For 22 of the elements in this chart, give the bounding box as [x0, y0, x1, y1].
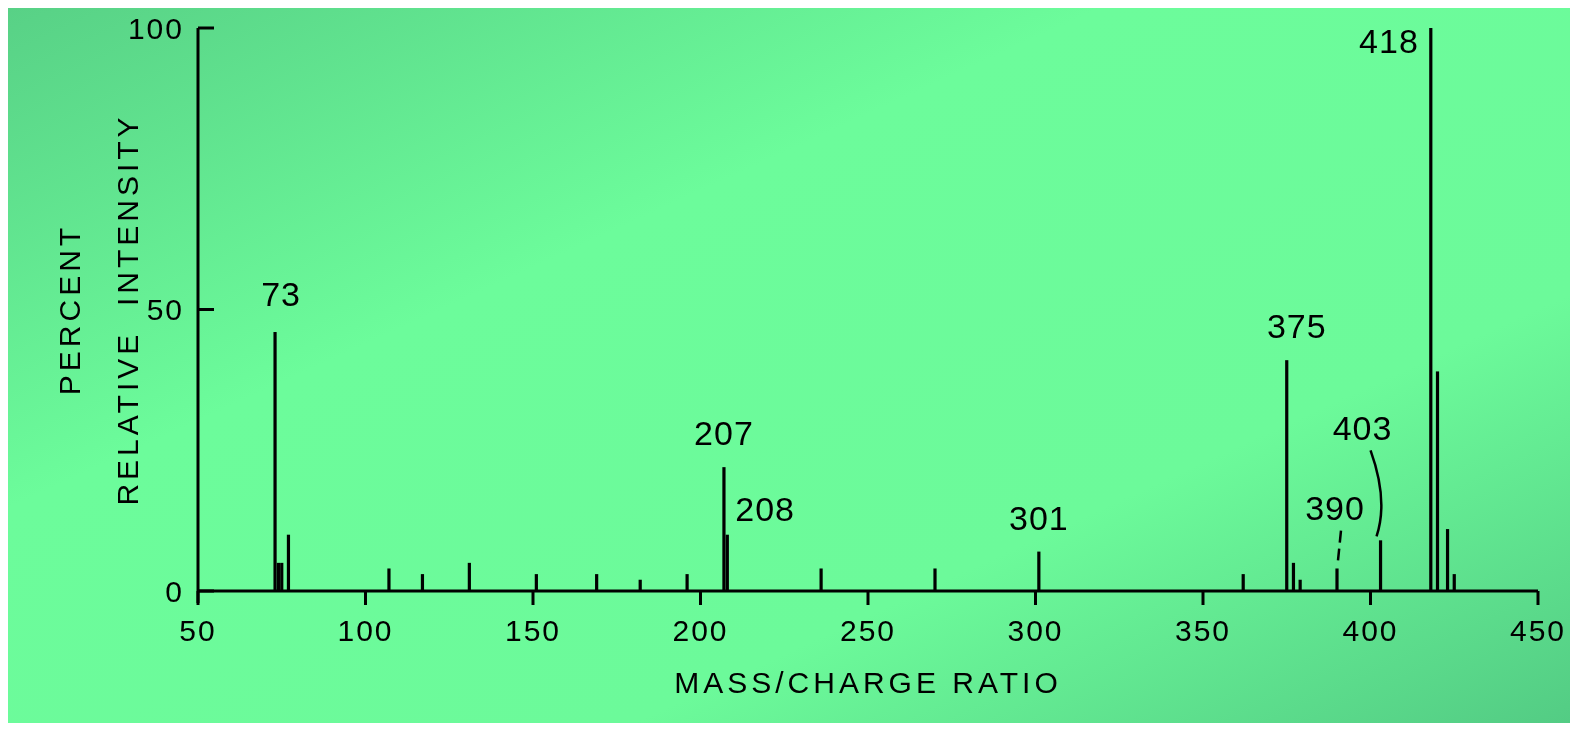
y-axis-title: PERCENT RELATIVE INTENSITY [53, 113, 144, 506]
annotation: 73 [261, 275, 301, 314]
x-tick-label: 250 [839, 614, 897, 647]
y-tick-label: 0 [165, 574, 184, 608]
annotation: 418 [1359, 22, 1419, 60]
x-tick-label: 300 [1007, 614, 1064, 647]
annotation: 208 [735, 489, 796, 528]
annotation: 207 [694, 414, 754, 453]
annotation: 301 [1008, 498, 1069, 537]
x-tick-label: 400 [1342, 614, 1399, 647]
x-tick-label: 200 [672, 614, 729, 647]
x-tick-label: 450 [1509, 614, 1567, 647]
annotation: 375 [1266, 307, 1327, 346]
annotation: 390 [1305, 489, 1365, 528]
x-tick-label: 150 [504, 614, 562, 647]
y-tick-label: 100 [127, 11, 184, 45]
x-tick-label: 100 [337, 614, 394, 647]
annotation: 403 [1332, 409, 1393, 448]
x-axis-title: MASS/CHARGE RATIO [674, 666, 1062, 699]
x-tick-label: 50 [179, 614, 217, 647]
y-tick-label: 50 [146, 293, 184, 327]
x-tick-label: 350 [1174, 614, 1232, 647]
